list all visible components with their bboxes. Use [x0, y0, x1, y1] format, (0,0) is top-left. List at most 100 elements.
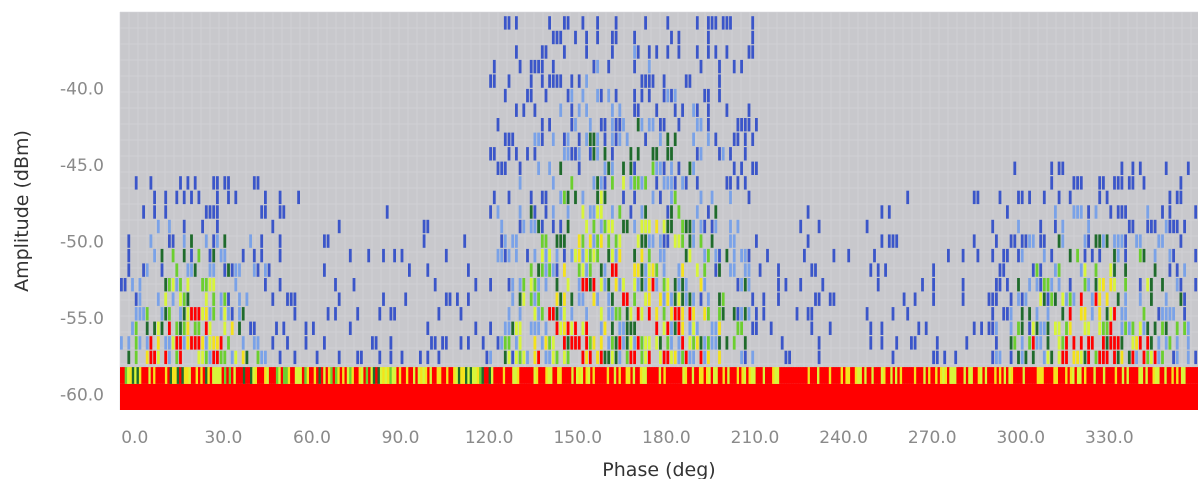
heatmap-cell	[618, 367, 622, 384]
heatmap-cell	[577, 161, 581, 175]
heatmap-cell	[751, 16, 755, 30]
heatmap-cell	[457, 367, 461, 384]
heatmap-cell	[260, 350, 264, 365]
heatmap-cell	[743, 147, 747, 161]
heatmap-cell	[1017, 321, 1020, 335]
heatmap-cell	[285, 367, 289, 384]
heatmap-cell	[204, 336, 208, 350]
heatmap-cell	[1072, 176, 1076, 190]
heatmap-cell	[129, 367, 133, 384]
heatmap-cell	[570, 88, 574, 103]
heatmap-cell	[524, 367, 527, 384]
heatmap-cell	[522, 219, 526, 234]
heatmap-cell	[164, 190, 168, 205]
heatmap-cell	[1183, 321, 1186, 335]
heatmap-cell	[245, 350, 249, 365]
heatmap-cell	[673, 307, 677, 321]
heatmap-cell	[245, 367, 249, 384]
heatmap-cell	[692, 307, 695, 321]
heatmap-cell	[707, 248, 710, 263]
heatmap-cell	[611, 321, 614, 335]
heatmap-cell	[714, 205, 718, 219]
heatmap-cell	[204, 234, 208, 248]
heatmap-cell	[1136, 367, 1139, 384]
heatmap-cell	[828, 321, 832, 335]
heatmap-cell	[540, 45, 544, 59]
heatmap-cell	[529, 74, 533, 88]
heatmap-cell	[995, 234, 998, 248]
heatmap-cell	[214, 367, 218, 384]
heatmap-cell	[1172, 219, 1175, 234]
heatmap-cell	[817, 292, 821, 306]
heatmap-cell	[231, 367, 234, 384]
heatmap-cell	[732, 248, 736, 263]
heatmap-cell	[204, 278, 208, 292]
heatmap-cell	[1098, 307, 1102, 321]
heatmap-cell	[703, 367, 707, 384]
heatmap-cell	[559, 103, 563, 117]
heatmap-cell	[1087, 205, 1090, 219]
heatmap-cell	[1161, 278, 1164, 292]
heatmap-cell	[633, 59, 636, 74]
heatmap-cell	[446, 367, 449, 384]
heatmap-cell	[1042, 292, 1046, 306]
heatmap-cell	[655, 161, 659, 175]
heatmap-cell	[680, 367, 683, 384]
heatmap-cell	[721, 307, 725, 321]
heatmap-cell	[672, 367, 676, 384]
heatmap-cell	[234, 350, 238, 365]
heatmap-cell	[644, 234, 647, 248]
heatmap-cell	[521, 367, 525, 384]
heatmap-cell	[574, 30, 577, 45]
heatmap-cell	[718, 248, 721, 263]
heatmap-cell	[636, 176, 640, 190]
heatmap-cell	[422, 367, 426, 384]
heatmap-cell	[714, 132, 718, 146]
heatmap-cell	[1131, 219, 1135, 234]
heatmap-cell	[304, 367, 308, 384]
heatmap-cell	[603, 161, 607, 175]
heatmap-cell	[212, 367, 215, 384]
heatmap-cell	[1194, 205, 1198, 219]
heatmap-cell	[760, 367, 764, 384]
heatmap-cell	[636, 234, 640, 248]
heatmap-cell	[123, 278, 127, 292]
heatmap-cell	[570, 147, 574, 161]
heatmap-cell	[1142, 350, 1146, 365]
heatmap-cell	[496, 118, 500, 132]
heatmap-cell	[623, 367, 627, 384]
heatmap-cell	[334, 307, 337, 321]
heatmap-cell	[1046, 321, 1050, 335]
heatmap-cell	[810, 263, 814, 277]
heatmap-cell	[995, 350, 998, 365]
heatmap-cell	[695, 205, 699, 219]
heatmap-cell	[219, 367, 223, 384]
heatmap-cell	[932, 367, 936, 384]
heatmap-cell	[228, 367, 232, 384]
heatmap-cell	[996, 367, 1000, 384]
heatmap-cell	[241, 307, 245, 321]
heatmap-cell	[739, 367, 742, 384]
heatmap-cell	[1120, 161, 1124, 175]
heatmap-cell	[1017, 219, 1020, 234]
heatmap-cell	[832, 292, 836, 306]
heatmap-cell	[681, 176, 684, 190]
heatmap-cell	[554, 367, 558, 384]
heatmap-cell	[1054, 263, 1057, 277]
heatmap-cell	[943, 350, 947, 365]
heatmap-cell	[695, 118, 699, 132]
heatmap-cell	[991, 321, 995, 335]
heatmap-cell	[479, 367, 482, 384]
heatmap-cell	[636, 336, 640, 350]
heatmap-cell	[495, 367, 499, 384]
heatmap-cell	[688, 350, 692, 365]
heatmap-cell	[1113, 336, 1116, 350]
heatmap-cell	[747, 45, 751, 59]
heatmap-cell	[1157, 350, 1161, 365]
heatmap-cell	[127, 234, 131, 248]
heatmap-cell	[910, 336, 913, 350]
heatmap-cell	[681, 321, 684, 335]
heatmap-cell	[916, 367, 920, 384]
heatmap-cell	[585, 321, 588, 335]
y-tick-label: -55.0	[60, 309, 104, 329]
